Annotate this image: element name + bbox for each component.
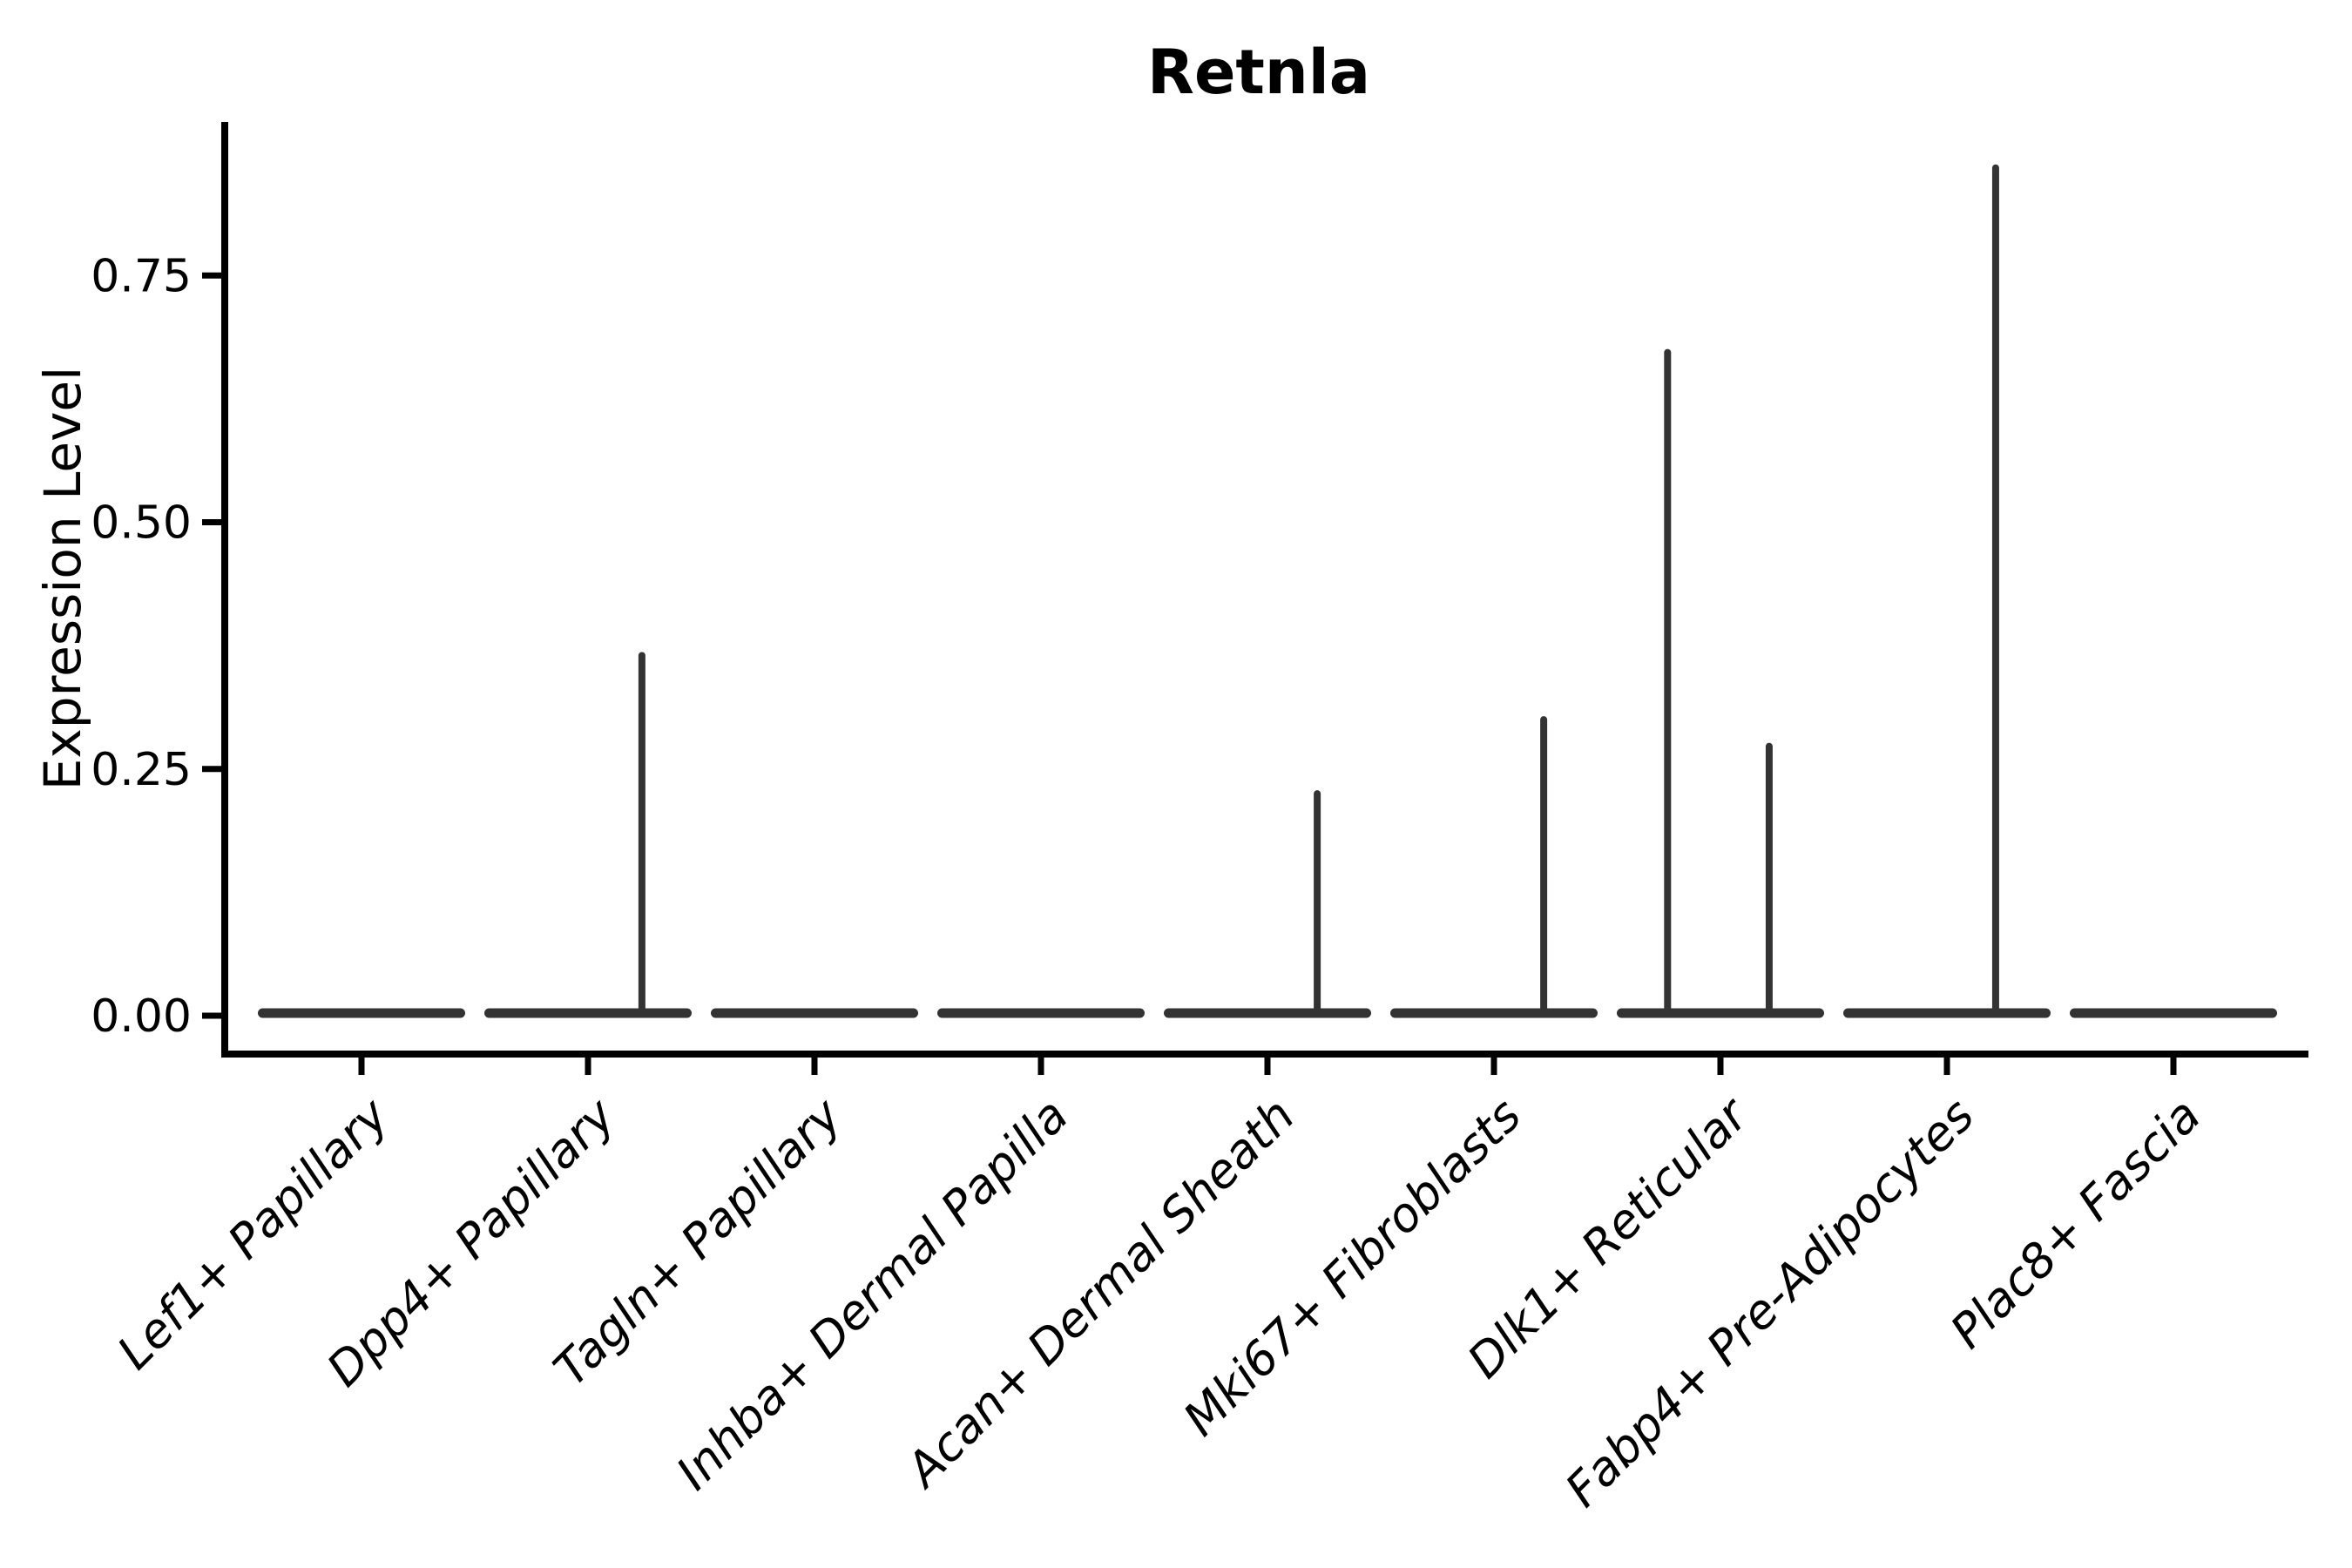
violin-baseline <box>484 1008 692 1018</box>
chart-title: Retnla <box>1147 37 1370 108</box>
x-tick-label: Fabp4+ Pre-Adipocytes <box>1555 1088 1984 1517</box>
violin-baseline <box>1617 1008 1824 1018</box>
y-axis-title: Expression Level <box>33 366 92 791</box>
violin-baseline <box>1843 1008 2051 1018</box>
x-tick-label: Acan+ Dermal Sheath <box>894 1088 1305 1499</box>
y-tick-label: 0.75 <box>91 250 192 302</box>
violin-baseline <box>711 1008 918 1018</box>
violin-baseline <box>2070 1008 2277 1018</box>
y-tick-label: 0.25 <box>91 744 192 796</box>
y-tick-label: 0.50 <box>91 497 192 550</box>
violin-baseline <box>258 1008 465 1018</box>
violin-baseline <box>1390 1008 1598 1018</box>
x-tick-label: Inhba+ Dermal Papilla <box>666 1088 1078 1501</box>
violin-baseline <box>1164 1008 1371 1018</box>
violin-baseline <box>937 1008 1145 1018</box>
y-tick-label: 0.00 <box>91 990 192 1043</box>
